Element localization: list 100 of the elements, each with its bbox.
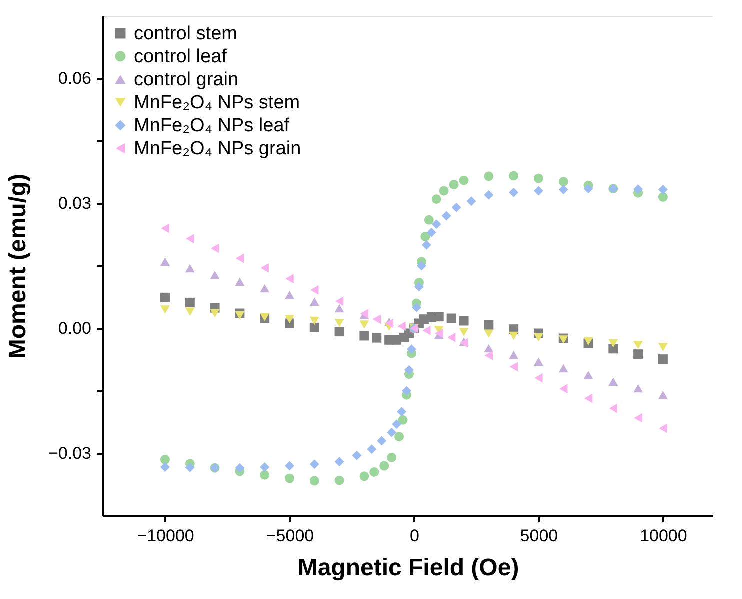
point	[186, 234, 194, 244]
point	[394, 432, 404, 442]
point	[584, 184, 594, 194]
x-tick-label: 5000	[520, 526, 558, 546]
point	[534, 174, 544, 184]
point	[510, 362, 518, 372]
point	[310, 460, 320, 470]
point	[509, 171, 519, 181]
point	[370, 468, 380, 477]
point	[658, 343, 668, 352]
point	[435, 328, 444, 338]
point	[284, 461, 294, 471]
point	[416, 261, 426, 271]
point	[360, 472, 370, 482]
point	[534, 373, 543, 383]
point	[310, 298, 320, 306]
point	[235, 463, 245, 473]
point	[404, 365, 414, 375]
point	[634, 341, 644, 350]
point	[380, 461, 390, 471]
point	[420, 232, 430, 242]
point	[658, 192, 668, 202]
point	[534, 186, 544, 196]
point	[260, 284, 270, 293]
point	[284, 315, 294, 324]
point	[442, 211, 452, 221]
point	[422, 326, 431, 336]
point	[185, 308, 195, 316]
point	[659, 424, 668, 434]
point	[260, 470, 270, 480]
point	[608, 339, 618, 348]
point	[634, 413, 642, 423]
point	[236, 254, 244, 264]
point	[459, 328, 469, 336]
point	[385, 318, 394, 328]
point	[334, 476, 344, 486]
point	[432, 194, 442, 204]
point	[387, 452, 397, 462]
point	[397, 407, 407, 417]
y-tick-label: 0.06	[58, 69, 92, 88]
point	[334, 318, 344, 328]
point	[160, 455, 170, 464]
x-axis-title: Magnetic Field (Oe)	[298, 554, 520, 582]
point	[402, 386, 412, 396]
point	[426, 228, 436, 238]
point	[534, 358, 544, 366]
point	[509, 351, 519, 360]
point	[466, 196, 476, 206]
x-tick-label: −5000	[266, 526, 314, 546]
point	[185, 298, 195, 308]
point	[392, 420, 402, 430]
point	[235, 311, 245, 320]
point	[634, 350, 644, 360]
point	[484, 350, 494, 360]
point	[484, 330, 494, 338]
point	[432, 220, 442, 230]
point	[509, 332, 519, 340]
y-tick-label: 0.03	[58, 194, 92, 213]
point	[372, 314, 381, 324]
point	[484, 344, 494, 353]
point	[608, 378, 618, 386]
point	[310, 476, 320, 486]
point	[634, 384, 644, 393]
point	[160, 462, 170, 472]
point	[484, 190, 494, 200]
point	[414, 282, 424, 292]
point	[160, 292, 170, 302]
point	[459, 316, 469, 326]
point	[484, 172, 494, 182]
point	[658, 354, 668, 364]
point	[310, 322, 320, 332]
point	[558, 364, 568, 373]
x-tick-label: 0	[410, 526, 420, 546]
point	[210, 309, 220, 318]
point	[608, 344, 618, 354]
point	[160, 306, 170, 314]
point	[560, 384, 568, 394]
point	[334, 327, 344, 337]
point	[412, 302, 422, 312]
y-axis-title: Moment (emu/g)	[4, 174, 32, 360]
point	[335, 296, 344, 306]
point	[310, 285, 319, 295]
point	[609, 404, 618, 414]
point	[446, 314, 456, 324]
point	[452, 202, 462, 212]
point	[634, 184, 644, 194]
point	[372, 333, 382, 343]
point	[424, 215, 434, 225]
point	[387, 428, 397, 438]
point	[398, 322, 406, 332]
point	[406, 344, 416, 354]
point	[334, 457, 344, 467]
point	[439, 186, 449, 196]
point	[447, 332, 456, 342]
point	[558, 177, 568, 187]
point	[534, 334, 544, 342]
point	[352, 450, 362, 460]
point	[334, 304, 344, 313]
point	[360, 331, 370, 341]
point	[161, 224, 170, 234]
